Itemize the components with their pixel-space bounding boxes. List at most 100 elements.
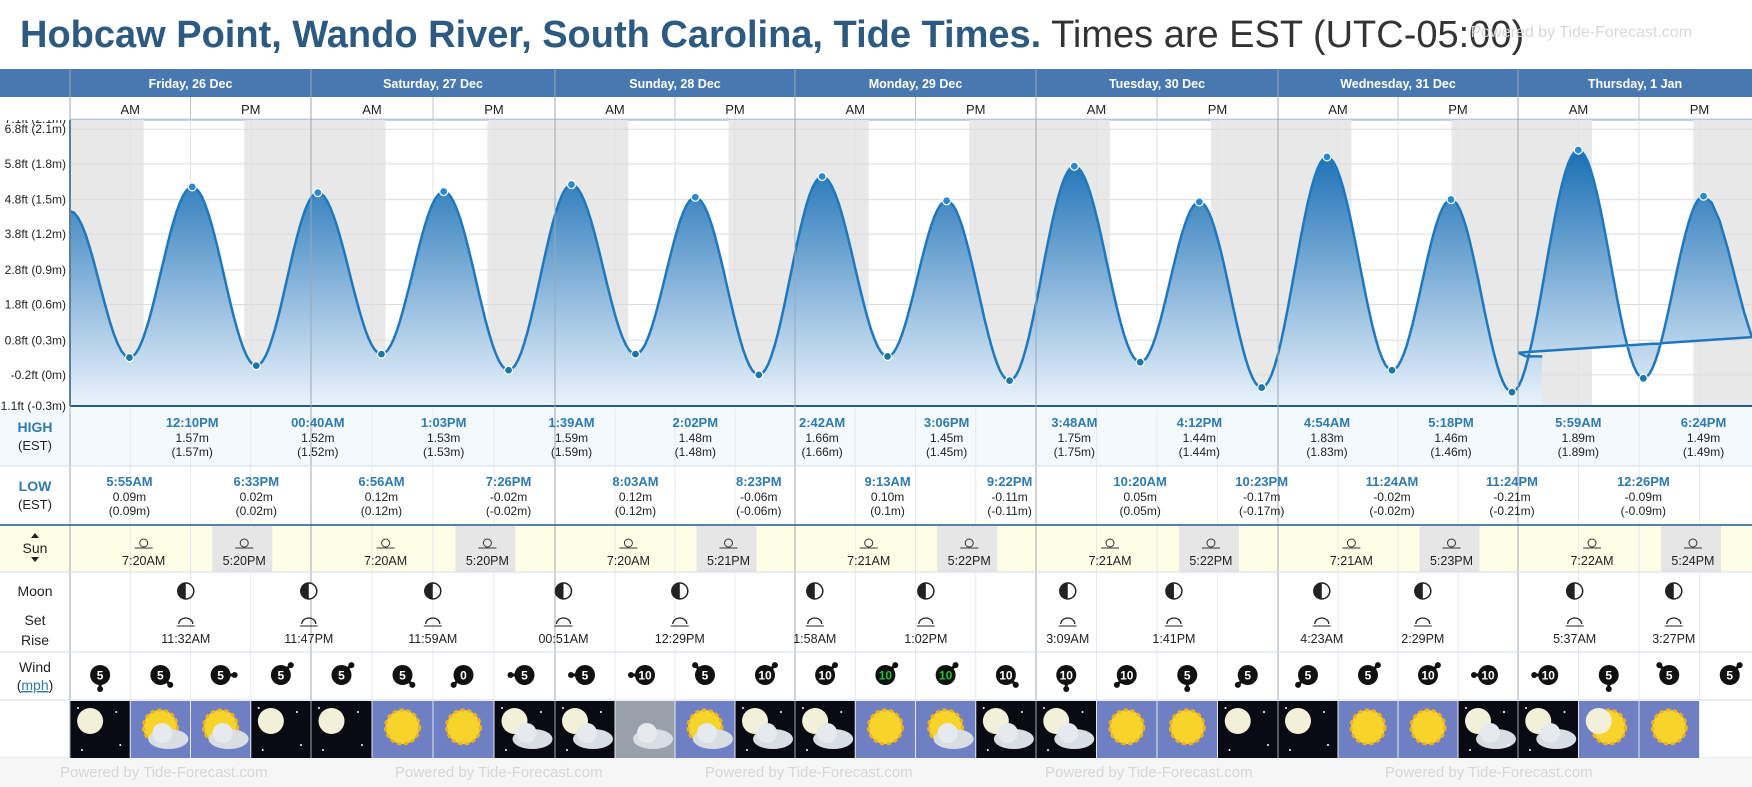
- pm-label: PM: [241, 102, 261, 117]
- wind-badge: [453, 665, 474, 685]
- wind-arrow-head: [348, 662, 355, 669]
- star-icon: [1706, 707, 1709, 709]
- low-row-bg: [0, 466, 1752, 525]
- low-tide-height: -0.17m: [1243, 490, 1280, 504]
- high-tide-height-alt: (1.57m): [172, 445, 213, 459]
- low-tide-height: 0.02m: [240, 490, 273, 504]
- high-tide-time: 1:03PM: [421, 415, 467, 430]
- moon-rise-time: 1:02PM: [904, 632, 947, 646]
- high-tide-height-alt: (1.48m): [675, 445, 716, 459]
- wind-badge: [90, 665, 111, 685]
- am-label: AM: [846, 102, 866, 117]
- cloud-icon-puff: [1540, 723, 1561, 743]
- sunset-icon: [724, 538, 733, 548]
- wind-badge: [1598, 665, 1619, 685]
- day-header: Wednesday, 31 Dec: [1340, 77, 1456, 91]
- sunrise-time: 7:20AM: [364, 554, 407, 568]
- cloud-icon-puff: [1058, 723, 1079, 743]
- high-tide-time: 4:12PM: [1177, 415, 1223, 430]
- cloud-icon-puff: [1480, 723, 1500, 743]
- sunset-cell: [696, 526, 757, 572]
- wind-speed: 5: [399, 669, 406, 683]
- low-tide-height-alt: (0.05m): [1119, 504, 1160, 518]
- low-tide-height: -0.09m: [1625, 490, 1662, 504]
- wind-arrow-head: [1736, 662, 1743, 669]
- wind-speed: 5: [521, 669, 528, 683]
- moon-rise-icon: [178, 617, 194, 625]
- low-tide-height-alt: (0.12m): [615, 504, 656, 518]
- wind-speed: 5: [1666, 669, 1673, 683]
- moon-weather-icon: [318, 708, 345, 734]
- star-icon: [361, 744, 363, 746]
- high-row-bg: [0, 408, 1752, 466]
- low-tide-point: [1135, 357, 1145, 367]
- wind-speed: 5: [1244, 669, 1251, 683]
- high-tide-height-alt: (1.49m): [1683, 445, 1724, 459]
- sunrise-icon: [1346, 538, 1356, 548]
- wind-arrow-head: [231, 672, 238, 678]
- wind-unit-link[interactable]: mph: [21, 677, 48, 693]
- low-tide-point: [124, 352, 135, 363]
- am-label: AM: [1328, 102, 1348, 117]
- low-tide-height-alt: (-0.06m): [736, 504, 781, 518]
- star-icon: [505, 749, 507, 751]
- star-icon: [119, 744, 122, 746]
- tide-area-group: [70, 145, 1752, 406]
- star-icon: [300, 744, 302, 746]
- wind-speed: 10: [1120, 669, 1134, 683]
- wind-speed: 5: [217, 669, 224, 683]
- title-location: Hobcaw Point, Wando River, South Carolin…: [20, 14, 1042, 56]
- star-icon: [562, 707, 564, 709]
- wind-badge: [1177, 665, 1198, 685]
- sun-weather-icon: [866, 708, 904, 746]
- high-tide-height-alt: (1.53m): [423, 445, 464, 459]
- wind-arrow-head: [1374, 662, 1381, 669]
- high-tide-height-alt: (1.83m): [1306, 445, 1347, 459]
- star-icon: [501, 707, 503, 709]
- pm-label: PM: [1448, 102, 1468, 117]
- wind-speed: 10: [638, 669, 652, 683]
- wind-arrow-head: [97, 686, 104, 692]
- star-icon: [1228, 749, 1231, 751]
- background-layer: [0, 69, 1752, 760]
- pm-label: PM: [484, 102, 504, 117]
- powered-by-footer: Powered by Tide-Forecast.com: [1045, 764, 1253, 781]
- footer: Powered by Tide-Forecast.com Powered by …: [0, 758, 1752, 787]
- moon-set-icon: [1314, 617, 1330, 625]
- sunset-cell: [212, 526, 273, 572]
- high-tide-time: 1:39AM: [548, 415, 594, 430]
- wind-badge: [1116, 665, 1137, 685]
- wind-badge: [1418, 665, 1438, 685]
- moon-set-time: 11:47PM: [284, 632, 333, 646]
- star-icon: [1327, 744, 1329, 746]
- low-tide-height-alt: (-0.21m): [1489, 504, 1534, 518]
- star-icon: [986, 749, 989, 751]
- moon-set-icon: [1060, 617, 1076, 625]
- moon-weather-icon: [1285, 708, 1311, 734]
- star-icon: [1529, 749, 1531, 751]
- weather-cell: [311, 701, 372, 758]
- low-tide-time: 11:24AM: [1366, 474, 1419, 489]
- wind-arrow-head: [167, 681, 174, 688]
- sunrise-time: 7:21AM: [1088, 554, 1131, 568]
- low-tide-height: 0.12m: [365, 490, 398, 504]
- powered-by-footer: Powered by Tide-Forecast.com: [705, 764, 913, 781]
- wind-badge: [935, 665, 956, 685]
- wind-arrow-head: [1184, 686, 1191, 692]
- sunrise-icon: [1587, 538, 1597, 548]
- star-icon: [318, 707, 320, 709]
- star-icon: [261, 749, 264, 751]
- high-tide-height: 1.46m: [1434, 431, 1467, 445]
- wind-speed: 10: [758, 669, 772, 683]
- moon-rise-icon: [1166, 617, 1182, 625]
- cloud-icon-puff: [817, 723, 838, 743]
- am-label: AM: [362, 102, 382, 117]
- moon-rise-time: 12:29PM: [655, 632, 705, 646]
- moon-weather-icon: [257, 708, 284, 734]
- day-header-bar: [0, 69, 1752, 97]
- sunrise-time: 7:20AM: [122, 554, 165, 568]
- moon-rise-icon: [918, 617, 934, 625]
- moon-rise-time: 11:59AM: [408, 632, 457, 646]
- moon-row-bg: [0, 572, 1752, 652]
- y-tick-label: 5.8ft (1.8m): [5, 157, 66, 171]
